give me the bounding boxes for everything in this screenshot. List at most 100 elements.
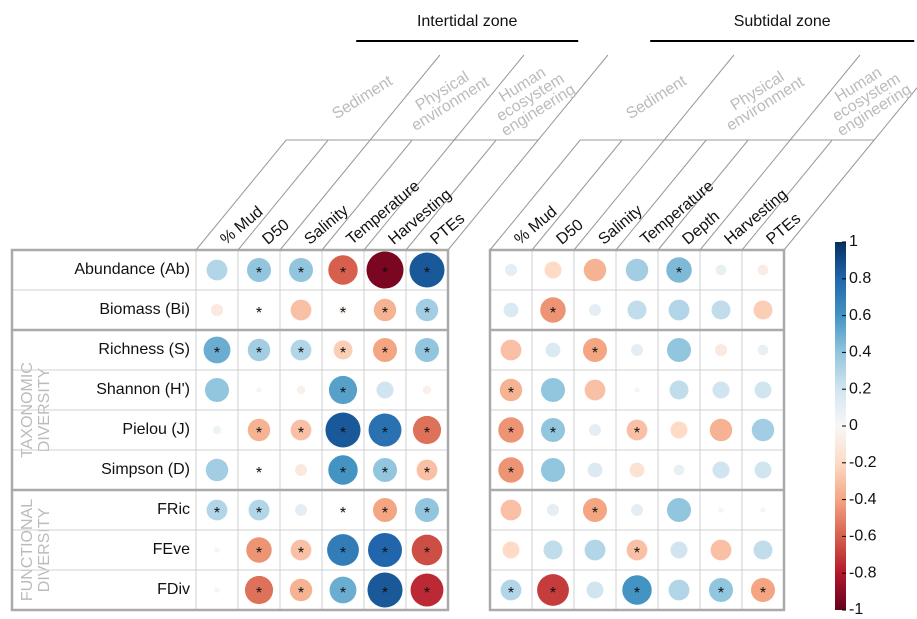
significance-star: * — [256, 345, 262, 362]
correlation-circle — [328, 375, 358, 405]
correlation-circle — [329, 576, 357, 604]
correlation-circle — [583, 258, 607, 282]
correlation-circle — [630, 503, 644, 517]
significance-star: * — [340, 265, 346, 282]
correlation-circle — [586, 581, 604, 599]
correlation-circle — [500, 579, 522, 601]
correlation-circle — [504, 263, 518, 277]
significance-star: * — [256, 585, 262, 602]
column-label: D50 — [259, 216, 292, 248]
correlation-circle — [333, 340, 353, 360]
header-line — [873, 87, 917, 141]
significance-star: * — [508, 465, 514, 482]
correlation-circle — [294, 463, 308, 477]
zone-title: Subtidal zone — [734, 13, 831, 30]
header-line — [537, 54, 609, 141]
correlation-circle — [753, 300, 773, 320]
significance-star: * — [298, 585, 304, 602]
correlation-circle — [629, 462, 645, 478]
header-line — [453, 54, 525, 141]
correlation-circle — [582, 497, 608, 523]
correlation-circle — [634, 387, 640, 393]
correlation-circle — [373, 298, 397, 322]
correlation-circle — [668, 579, 690, 601]
correlation-circle — [256, 307, 262, 313]
correlation-circle — [626, 539, 648, 561]
correlation-circle — [414, 497, 440, 523]
correlation-circle — [584, 539, 606, 561]
row-label: Biomass (Bi) — [99, 301, 190, 318]
significance-star: * — [382, 305, 388, 322]
colorbar-tick-label: -0.6 — [849, 528, 877, 545]
correlation-circle — [290, 339, 312, 361]
correlation-circle — [214, 547, 220, 553]
significance-star: * — [256, 265, 262, 282]
significance-star: * — [592, 345, 598, 362]
significance-star: * — [340, 345, 346, 362]
correlation-circle — [503, 302, 519, 318]
correlation-circle — [711, 300, 731, 320]
correlation-circle — [712, 381, 730, 399]
correlation-circle — [416, 459, 438, 481]
correlation-circle — [328, 455, 358, 485]
header-line — [489, 139, 581, 251]
significance-star: * — [382, 585, 388, 602]
group-label: Sediment — [329, 72, 396, 123]
significance-star: * — [340, 385, 346, 402]
correlation-circle — [294, 503, 308, 517]
header-line — [363, 139, 455, 251]
header-line — [741, 139, 833, 251]
panel-frame — [488, 248, 786, 612]
correlation-circle — [757, 264, 769, 276]
significance-star: * — [760, 585, 766, 602]
significance-star: * — [256, 425, 262, 442]
header-line — [279, 139, 371, 251]
colorbar-tick-label: -1 — [849, 601, 863, 618]
correlation-circle — [290, 539, 312, 561]
row-label: Pielou (J) — [122, 421, 190, 438]
correlation-circle — [246, 537, 272, 563]
header-line — [531, 139, 623, 251]
correlation-circle — [256, 387, 262, 393]
correlation-circle — [206, 499, 228, 521]
significance-star: * — [508, 425, 514, 442]
colorbar-tick-label: 0.4 — [849, 344, 871, 361]
colorbar-tick-label: 0 — [849, 417, 858, 434]
correlation-circle — [210, 303, 224, 317]
significance-star: * — [256, 545, 262, 562]
correlation-circle — [340, 507, 346, 513]
correlation-circle — [670, 421, 688, 439]
significance-star: * — [256, 465, 262, 482]
significance-star: * — [340, 305, 346, 322]
correlation-circle — [410, 573, 444, 607]
correlation-circle — [714, 343, 728, 357]
correlation-circle — [256, 467, 262, 473]
correlation-circle — [498, 457, 524, 483]
significance-star: * — [424, 265, 430, 282]
significance-star: * — [340, 465, 346, 482]
significance-star: * — [298, 425, 304, 442]
correlation-circle — [750, 577, 776, 603]
header-line — [657, 139, 749, 251]
correlation-circle — [540, 457, 566, 483]
correlation-circle — [328, 255, 358, 285]
correlation-circle — [540, 297, 566, 323]
correlation-circle — [754, 381, 772, 399]
correlation-circle — [712, 461, 730, 479]
correlation-circle — [246, 257, 272, 283]
significance-star: * — [214, 505, 220, 522]
correlation-circle — [543, 540, 563, 560]
correlation-circle — [757, 344, 769, 356]
significance-star: * — [382, 545, 388, 562]
correlation-circle — [545, 342, 561, 358]
column-label: Salinity — [301, 202, 351, 248]
correlation-circle — [206, 259, 228, 281]
significance-star: * — [382, 345, 388, 362]
correlation-circle — [372, 337, 398, 363]
row-label: Shannon (H') — [96, 381, 190, 398]
correlation-circle — [290, 299, 312, 321]
correlation-circle — [754, 461, 772, 479]
header-line — [237, 139, 329, 251]
significance-star: * — [508, 585, 514, 602]
correlation-circle — [327, 534, 359, 566]
